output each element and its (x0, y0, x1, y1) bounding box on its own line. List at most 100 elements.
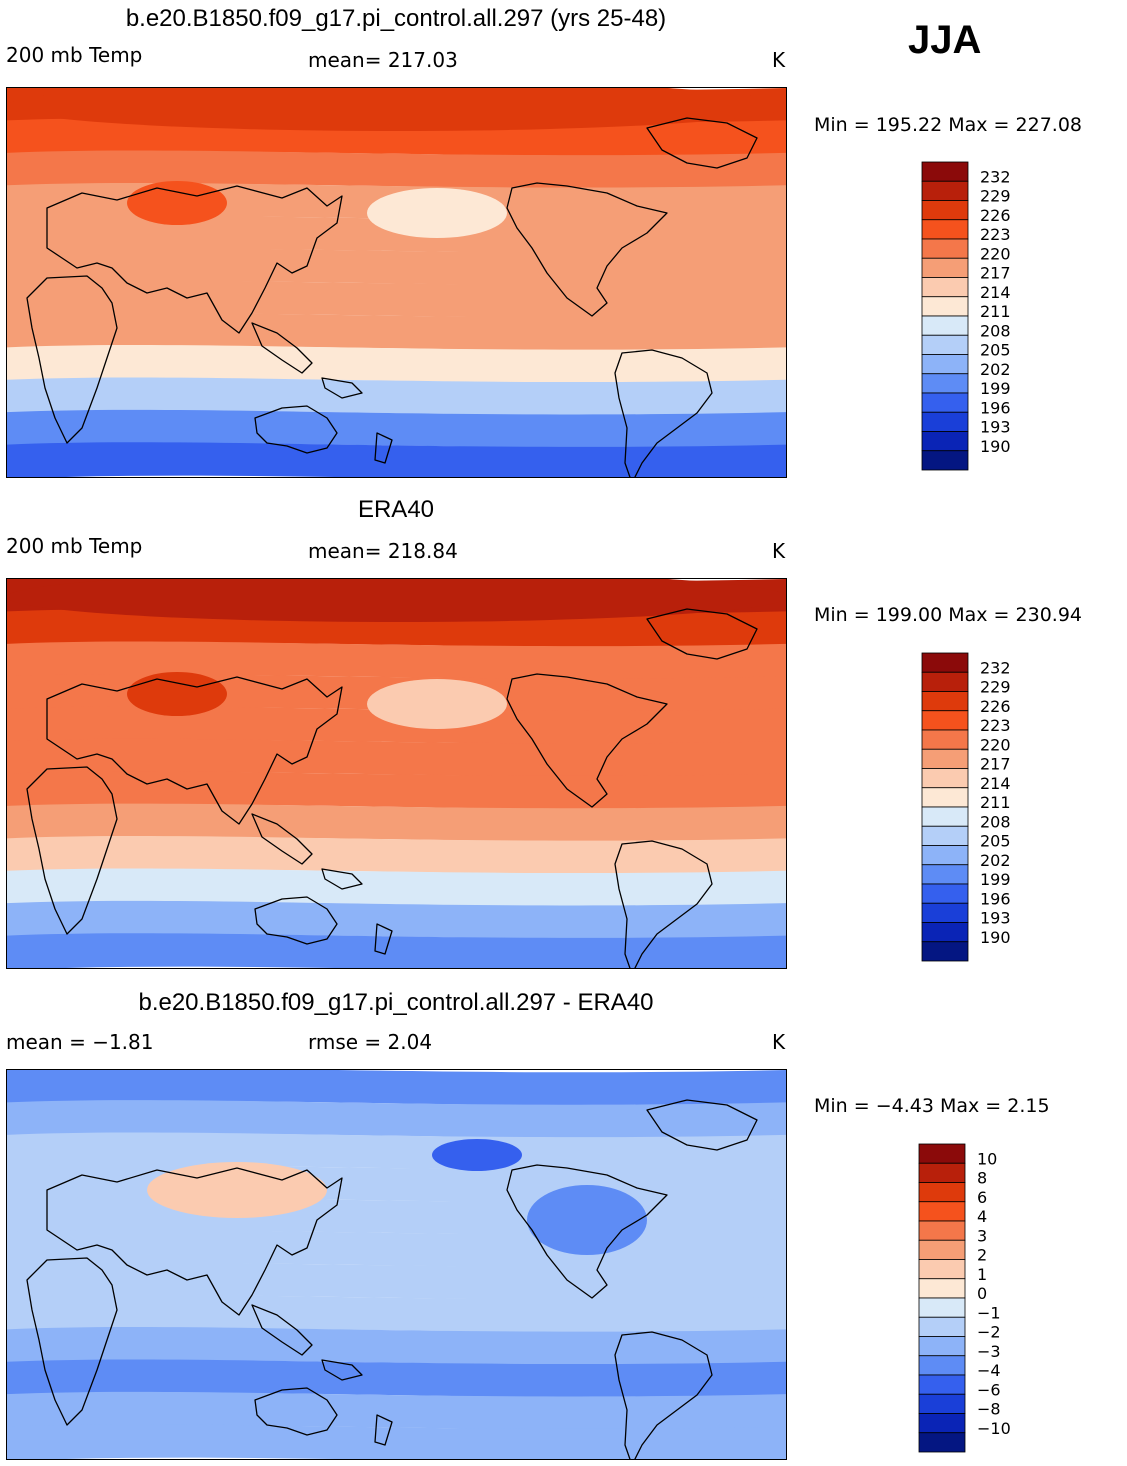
colorbar-tick-label: 199 (980, 870, 1011, 889)
colorbar-swatch (918, 1336, 966, 1357)
colorbar-tick-label: 196 (980, 889, 1011, 908)
latitude-band (7, 771, 786, 810)
coastline (614, 840, 713, 968)
colorbar-tick-label: 208 (980, 812, 1011, 831)
panel-model-left-label: 200 mb Temp (6, 43, 143, 67)
panel-obs-left-label: 200 mb Temp (6, 534, 143, 558)
colorbar-swatch (921, 748, 969, 769)
coastline (26, 1257, 118, 1426)
latitude-band (7, 215, 786, 254)
latitude-band (7, 1294, 786, 1333)
colorbar-tick-label: 1 (977, 1265, 987, 1284)
panel-obs-units: K (772, 539, 786, 563)
colorbar-swatch (921, 219, 969, 240)
latitude-band (7, 738, 786, 777)
colorbar-tick-label: 6 (977, 1188, 987, 1207)
colorbar-tick-label: 229 (980, 187, 1011, 206)
colorbar-tick-label: −2 (977, 1323, 1001, 1342)
latitude-band (7, 312, 786, 351)
colorbar-swatch (921, 238, 969, 259)
colorbar-tick-label: 226 (980, 206, 1011, 225)
latitude-band (7, 1391, 786, 1430)
coastline (26, 766, 118, 935)
coastline (46, 185, 343, 334)
colorbar-tick-label: 217 (980, 755, 1011, 774)
latitude-band (7, 150, 786, 189)
contour-map (7, 579, 786, 968)
colorbar-swatch (921, 392, 969, 413)
panel-obs-title: ERA40 (357, 496, 435, 523)
colorbar-tick-label: 205 (980, 341, 1011, 360)
latitude-band (7, 933, 786, 968)
coastline (254, 405, 338, 454)
coastline (614, 349, 713, 477)
colorbar-tick-label: −6 (977, 1380, 1001, 1399)
colorbar-tick-label: 202 (980, 851, 1011, 870)
colorbar-swatch (918, 1278, 966, 1299)
colorbar-swatch (918, 1432, 966, 1453)
contour-map (7, 1070, 786, 1459)
colorbar-tick-label: 205 (980, 832, 1011, 851)
latitude-band (7, 345, 786, 384)
panel-model-units: K (772, 48, 786, 72)
coastline (251, 322, 313, 374)
colorbar-swatch (921, 671, 969, 692)
colorbar-swatch (918, 1220, 966, 1241)
panel-diff-rmse: rmse = 2.04 (308, 1030, 433, 1054)
colorbar-swatch (921, 277, 969, 298)
latitude-band (7, 247, 786, 286)
contour-feature (527, 1185, 647, 1255)
colorbar-swatch (918, 1259, 966, 1280)
latitude-band (7, 803, 786, 842)
latitude-band (7, 1262, 786, 1301)
colorbar-swatch (921, 787, 969, 808)
panel-obs-map (6, 578, 787, 969)
colorbar-swatch (921, 257, 969, 278)
colorbar-swatch (921, 941, 969, 962)
latitude-band (7, 377, 786, 416)
contour-feature (127, 181, 227, 225)
colorbar-swatch (918, 1393, 966, 1414)
coastline (254, 896, 338, 945)
colorbar-tick-label: 214 (980, 283, 1011, 302)
colorbar-tick-label: −4 (977, 1361, 1001, 1380)
panel-model-title: b.e20.B1850.f09_g17.pi_control.all.297 (… (125, 5, 667, 32)
latitude-band (7, 1132, 786, 1171)
colorbar-swatch (921, 411, 969, 432)
colorbar-tick-label: 199 (980, 379, 1011, 398)
coastline (374, 923, 393, 955)
colorbar-tick-label: 4 (977, 1207, 987, 1226)
panel-model-map (6, 87, 787, 478)
panel-diff-title: b.e20.B1850.f09_g17.pi_control.all.297 -… (138, 989, 654, 1016)
colorbar-swatch (921, 768, 969, 789)
latitude-band (7, 1100, 786, 1139)
colorbar-swatch (921, 431, 969, 452)
colorbar-swatch (921, 710, 969, 731)
latitude-band (7, 706, 786, 745)
latitude-band (7, 280, 786, 319)
coastline (614, 1331, 713, 1459)
colorbar-tick-label: 223 (980, 225, 1011, 244)
coastline (321, 377, 363, 399)
colorbar-tick-label: −10 (977, 1419, 1011, 1438)
panel-model-mean: mean= 217.03 (308, 48, 458, 72)
contour-feature (7, 88, 786, 131)
colorbar-swatch (921, 806, 969, 827)
colorbar-tick-label: 223 (980, 716, 1011, 735)
panel-model-minmax: Min = 195.22 Max = 227.08 (814, 114, 1082, 136)
latitude-band (7, 442, 786, 477)
colorbar-swatch (921, 161, 969, 182)
colorbar-tick-label: 10 (977, 1149, 997, 1168)
colorbar-tick-label: 0 (977, 1284, 987, 1303)
colorbar-tick-label: 196 (980, 398, 1011, 417)
colorbar-swatch (921, 315, 969, 336)
colorbar-tick-label: 190 (980, 928, 1011, 947)
colorbar-tick-label: 2 (977, 1246, 987, 1265)
colorbar: 2322292262232202172142112082052021991961… (921, 161, 1011, 471)
latitude-band (7, 868, 786, 907)
colorbar-swatch (921, 180, 969, 201)
colorbar-swatch (921, 652, 969, 673)
colorbar-tick-label: 220 (980, 735, 1011, 754)
colorbar-swatch (921, 845, 969, 866)
